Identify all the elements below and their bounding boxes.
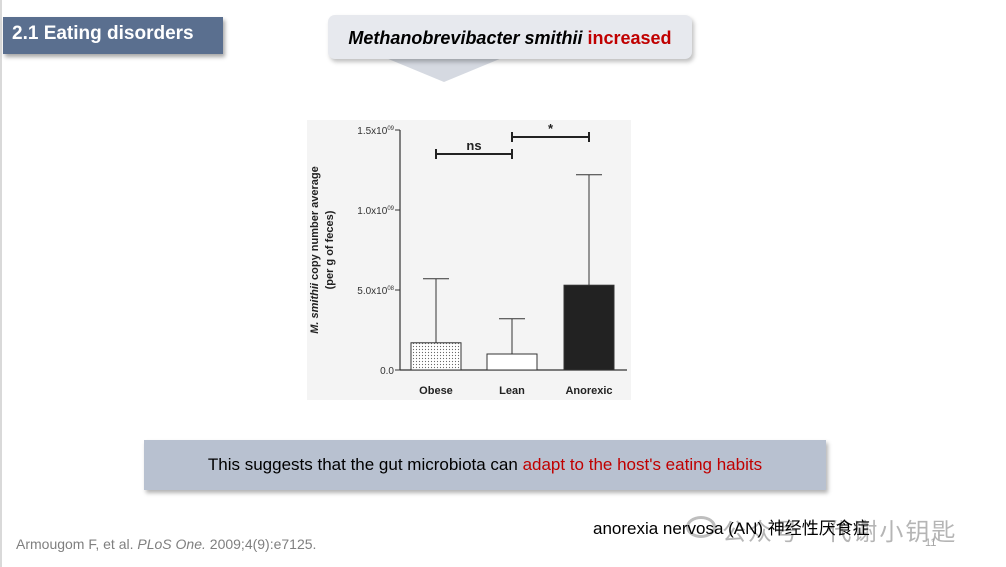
citation-details: 2009;4(9):e7125. [205, 536, 317, 552]
y-tick-label-0: 0.0 [380, 366, 394, 377]
watermark: 公众号 · 代谢小钥匙 [686, 510, 986, 550]
y-tick-label-2: 1.0x1009 [357, 206, 394, 217]
y-tick-label-3: 1.5x1009 [357, 126, 394, 137]
sig-label-1: * [548, 121, 554, 136]
x-tick-label-anorexic: Anorexic [565, 385, 612, 397]
watermark-text: 公众号 · 代谢小钥匙 [722, 519, 958, 546]
bar-obese [410, 342, 462, 371]
section-tag: 2.1 Eating disorders [3, 17, 223, 54]
callout-box [328, 15, 692, 59]
annotation-text: anorexia nervosa (AN) 神经性厌食症 [593, 519, 870, 538]
section-tag-label: 2.1 Eating disorders [12, 23, 194, 44]
page-number: 11 [925, 537, 937, 549]
callout-text: Methanobrevibacter smithii increased [328, 28, 692, 49]
sig-label-0: ns [466, 138, 481, 153]
x-tick-label-obese: Obese [419, 385, 453, 397]
slide-left-border [0, 0, 2, 567]
citation-authors: Armougom F, et al. [16, 536, 138, 552]
y-axis-label: M. smithii copy number average [309, 166, 321, 334]
callout-organism: Methanobrevibacter smithii [348, 28, 583, 48]
y-axis-label-line2: (per g of feces) [324, 210, 336, 289]
banner-highlight: adapt to the host's eating habits [522, 455, 763, 474]
bar-chart: 0.0 5.0x1008 1.0x1009 1.5x1009 M. smithii co… [307, 120, 631, 400]
wechat-icon [686, 516, 716, 538]
citation-journal: PLoS One. [137, 536, 206, 552]
bar-anorexic [563, 284, 615, 371]
citation: Armougom F, et al. PLoS One. 2009;4(9):e… [16, 536, 316, 552]
callout-tail [386, 58, 502, 82]
callout-bubble: Methanobrevibacter smithii increased [328, 15, 694, 85]
banner-lead: This suggests that the gut microbiota ca… [207, 455, 523, 474]
y-tick-label-1: 5.0x1008 [357, 286, 394, 297]
conclusion-banner: This suggests that the gut microbiota ca… [144, 440, 826, 490]
x-tick-label-lean: Lean [499, 385, 525, 397]
chart-svg: 0.0 5.0x1008 1.0x1009 1.5x1009 M. smithii co… [309, 121, 627, 397]
bar-lean [486, 353, 538, 371]
callout-change: increased [587, 28, 672, 48]
